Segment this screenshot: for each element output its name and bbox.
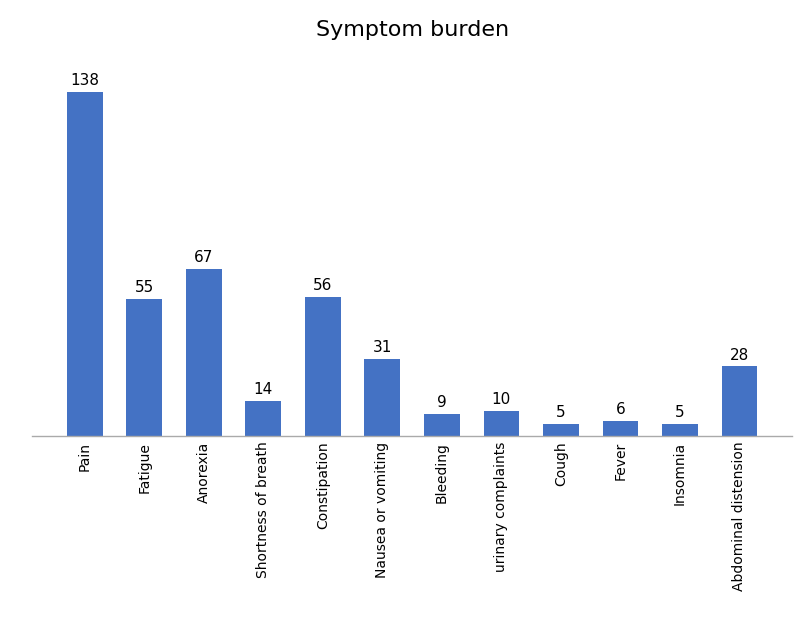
Bar (126, 299, 162, 436)
Text: 9: 9 (437, 395, 447, 410)
Text: 55: 55 (135, 280, 154, 295)
Text: 138: 138 (70, 74, 99, 88)
Bar (722, 366, 757, 436)
Text: 5: 5 (556, 405, 566, 420)
Bar (662, 424, 698, 436)
Bar (543, 424, 579, 436)
Text: 31: 31 (372, 340, 392, 355)
Text: 10: 10 (492, 392, 511, 407)
Bar (424, 414, 460, 436)
Text: 14: 14 (254, 383, 273, 397)
Text: 5: 5 (675, 405, 684, 420)
Bar (305, 297, 341, 436)
Text: 56: 56 (314, 278, 332, 293)
Bar (246, 401, 281, 436)
Bar (186, 269, 221, 436)
Bar (67, 92, 103, 436)
Text: 28: 28 (730, 348, 749, 363)
Text: 67: 67 (194, 250, 213, 265)
Text: 6: 6 (616, 402, 625, 417)
Bar (603, 421, 638, 436)
Bar (483, 411, 520, 436)
Bar (364, 359, 400, 436)
Title: Symptom burden: Symptom burden (315, 20, 509, 40)
